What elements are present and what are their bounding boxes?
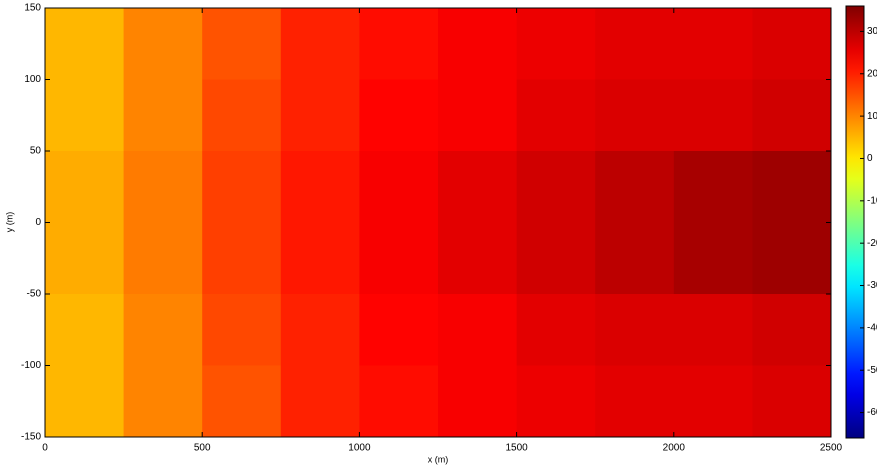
heat-cell	[359, 79, 439, 152]
colorbar-tick-label: -50	[867, 365, 877, 376]
heat-cell	[516, 79, 596, 152]
x-axis-label: x (m)	[428, 454, 449, 464]
heat-cell	[359, 365, 439, 438]
y-tick-label: 0	[35, 217, 41, 228]
heat-cell	[280, 151, 360, 223]
x-tick-label: 0	[42, 443, 48, 454]
heat-cell	[202, 79, 282, 152]
heat-cell	[359, 151, 439, 223]
heat-cell	[45, 365, 125, 438]
heat-cell	[595, 8, 675, 80]
heat-cell	[280, 79, 360, 152]
heat-cell	[595, 365, 675, 438]
heat-cell	[202, 294, 282, 366]
heat-cell	[123, 8, 203, 80]
y-tick-label: 100	[24, 74, 41, 85]
y-tick-label: -50	[27, 289, 42, 300]
heat-cell	[359, 8, 439, 80]
heat-cell	[280, 8, 360, 80]
heat-cell	[123, 151, 203, 223]
heatmap	[45, 8, 832, 438]
heat-cell	[673, 294, 753, 366]
heat-cell	[280, 365, 360, 438]
x-tick-label: 1500	[505, 443, 528, 454]
heat-cell	[123, 294, 203, 366]
heat-cell	[438, 79, 518, 152]
y-axis-label: y (m)	[4, 212, 14, 233]
heat-cell	[595, 151, 675, 223]
heat-cell	[359, 222, 439, 295]
colorbar-tick-label: 20	[867, 68, 877, 79]
heat-cell	[123, 365, 203, 438]
x-tick-label: 1000	[348, 443, 371, 454]
heat-cell	[595, 79, 675, 152]
heat-cell	[752, 151, 832, 223]
heat-cell	[752, 294, 832, 366]
heat-cell	[516, 294, 596, 366]
heat-cell	[280, 294, 360, 366]
heat-cell	[752, 365, 832, 438]
heat-cell	[123, 222, 203, 295]
colorbar-tick-label: -40	[867, 323, 877, 334]
heat-cell	[45, 151, 125, 223]
y-tick-label: -150	[21, 432, 41, 443]
heat-cell	[45, 8, 125, 80]
heat-cell	[438, 365, 518, 438]
heat-cell	[752, 79, 832, 152]
heat-cell	[752, 8, 832, 80]
heat-cell	[202, 222, 282, 295]
x-tick-label: 500	[194, 443, 211, 454]
heat-cell	[280, 222, 360, 295]
heat-cell	[202, 8, 282, 80]
colorbar	[845, 5, 865, 439]
x-tick-label: 2000	[663, 443, 686, 454]
heat-cell	[438, 8, 518, 80]
colorbar-tick-label: 10	[867, 111, 877, 122]
colorbar-tick-label: -10	[867, 195, 877, 206]
x-tick-label: 2500	[820, 443, 843, 454]
heat-cell	[673, 222, 753, 295]
y-tick-label: 50	[30, 146, 42, 157]
heat-cell	[45, 222, 125, 295]
heat-cell	[673, 151, 753, 223]
heat-cell	[45, 79, 125, 152]
colorbar-tick-label: -30	[867, 280, 877, 291]
heat-cell	[516, 8, 596, 80]
heat-cell	[516, 222, 596, 295]
y-tick-label: 150	[24, 3, 41, 14]
heat-cell	[673, 365, 753, 438]
heat-cell	[673, 8, 753, 80]
colorbar-tick-label: -20	[867, 238, 877, 249]
heat-cell	[202, 151, 282, 223]
heat-cell	[673, 79, 753, 152]
colorbar-tick-label: 30	[867, 26, 877, 37]
heat-cell	[45, 294, 125, 366]
heat-cell	[516, 151, 596, 223]
heat-cell	[516, 365, 596, 438]
heat-cell	[438, 222, 518, 295]
heat-cell	[202, 365, 282, 438]
heat-cell	[359, 294, 439, 366]
heat-cell	[595, 294, 675, 366]
colorbar-tick-label: 0	[867, 153, 873, 164]
colorbar-tick-label: -60	[867, 407, 877, 418]
heat-cell	[595, 222, 675, 295]
heat-cell	[438, 151, 518, 223]
heat-cell	[438, 294, 518, 366]
heat-cell	[752, 222, 832, 295]
y-tick-label: -100	[21, 360, 41, 371]
heat-cell	[123, 79, 203, 152]
